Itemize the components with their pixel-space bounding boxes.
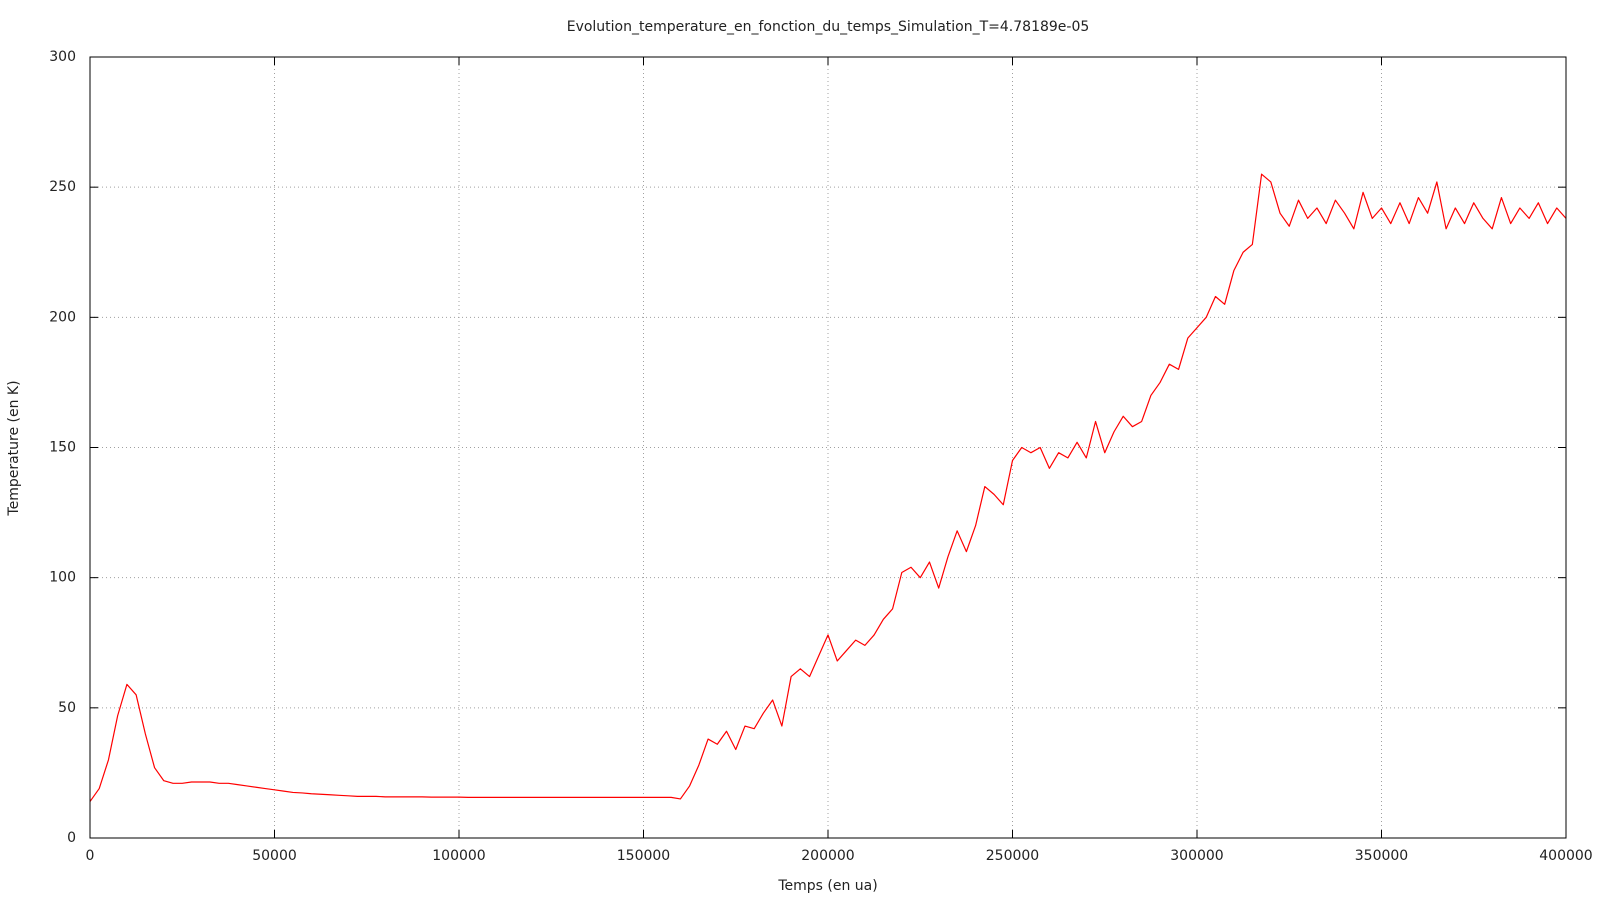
x-tick-label: 50000 xyxy=(252,848,297,864)
x-tick-label: 150000 xyxy=(617,848,670,864)
x-tick-label: 300000 xyxy=(1170,848,1223,864)
x-tick-label: 0 xyxy=(86,848,95,864)
x-tick-label: 100000 xyxy=(432,848,485,864)
plot-frame xyxy=(89,56,1567,839)
x-tick-label: 400000 xyxy=(1539,848,1592,864)
x-tick-label: 350000 xyxy=(1355,848,1408,864)
y-tick-label: 0 xyxy=(67,830,76,846)
x-tick-label: 250000 xyxy=(986,848,1039,864)
chart-title: Evolution_temperature_en_fonction_du_tem… xyxy=(567,19,1090,35)
x-tick-label: 200000 xyxy=(801,848,854,864)
y-tick-label: 300 xyxy=(49,49,76,65)
y-tick-label: 150 xyxy=(49,440,76,456)
y-tick-label: 50 xyxy=(58,700,76,716)
data-line xyxy=(89,173,1567,802)
y-tick-label: 100 xyxy=(49,570,76,586)
y-tick-label: 200 xyxy=(49,309,76,325)
plot xyxy=(89,173,1567,802)
x-axis-label: Temps (en ua) xyxy=(777,878,877,894)
grid xyxy=(89,56,1567,839)
y-tick-label: 250 xyxy=(49,179,76,195)
y-axis-label: Temperature (en K) xyxy=(6,380,22,516)
